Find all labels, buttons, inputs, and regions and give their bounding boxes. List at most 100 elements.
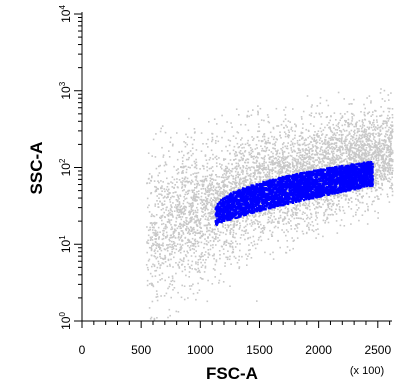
- gray-point: [375, 157, 378, 160]
- gray-point: [214, 156, 216, 159]
- gray-point: [257, 113, 259, 116]
- gray-point: [248, 253, 251, 255]
- gray-point: [357, 198, 359, 201]
- gray-point: [337, 195, 339, 198]
- gray-point: [333, 148, 336, 150]
- gray-point: [323, 155, 325, 157]
- gray-point: [308, 202, 310, 205]
- gray-point: [202, 278, 204, 280]
- gray-point: [176, 181, 178, 183]
- gray-point: [213, 253, 215, 255]
- gray-point: [168, 276, 170, 279]
- gray-point: [177, 236, 180, 238]
- gray-point: [236, 167, 238, 170]
- gray-point: [386, 149, 388, 151]
- gray-point: [204, 238, 206, 240]
- gray-point: [384, 170, 387, 172]
- gray-point: [195, 179, 197, 181]
- gray-point: [228, 181, 230, 183]
- gray-point: [338, 157, 340, 159]
- gray-point: [344, 138, 347, 141]
- gray-point: [248, 175, 251, 177]
- gray-point: [271, 159, 273, 162]
- gray-point: [243, 146, 245, 149]
- gray-point: [388, 126, 390, 129]
- gray-point: [253, 240, 255, 243]
- gray-point: [371, 133, 374, 135]
- gray-point: [203, 254, 206, 256]
- gray-point: [280, 148, 282, 150]
- gray-point: [383, 167, 386, 169]
- gray-point: [175, 204, 177, 206]
- gray-point: [316, 141, 319, 143]
- gray-point: [213, 216, 215, 219]
- gray-point: [375, 169, 378, 171]
- gray-point: [281, 170, 283, 172]
- gray-point: [254, 171, 256, 173]
- gray-point: [315, 215, 318, 217]
- gray-point: [193, 192, 196, 194]
- gray-point: [222, 191, 225, 194]
- gray-point: [372, 111, 374, 113]
- gray-point: [208, 233, 211, 236]
- gray-point: [349, 151, 351, 153]
- gray-point: [169, 263, 171, 266]
- gray-point: [204, 233, 206, 236]
- gray-point: [359, 150, 362, 153]
- gray-point: [161, 216, 163, 218]
- gray-point: [199, 223, 201, 226]
- gray-point: [336, 204, 338, 207]
- gray-point: [309, 148, 311, 151]
- gray-point: [157, 226, 160, 229]
- gray-point: [214, 269, 216, 271]
- gray-point: [332, 134, 334, 136]
- gray-point: [157, 281, 159, 283]
- gray-point: [308, 158, 310, 161]
- gray-point: [320, 130, 323, 133]
- gray-point: [361, 152, 364, 154]
- gray-point: [192, 232, 194, 235]
- gray-point: [254, 173, 256, 176]
- gray-point: [189, 150, 192, 152]
- gray-point: [324, 222, 326, 224]
- gray-point: [374, 109, 376, 112]
- gray-point: [159, 267, 161, 269]
- gray-point: [318, 166, 321, 168]
- gray-point: [265, 176, 267, 178]
- gray-point: [291, 237, 293, 239]
- gray-point: [239, 181, 241, 184]
- gray-point: [237, 146, 240, 149]
- gray-point: [340, 117, 343, 119]
- gray-point: [246, 258, 248, 260]
- gray-point: [173, 178, 176, 181]
- gray-point: [391, 131, 393, 134]
- gray-point: [207, 237, 209, 239]
- gray-point: [330, 137, 332, 140]
- gray-point: [348, 157, 350, 160]
- gray-point: [256, 164, 258, 167]
- gray-point: [247, 218, 249, 220]
- gray-point: [308, 149, 310, 152]
- gray-point: [346, 148, 348, 151]
- gray-point: [279, 216, 282, 219]
- gray-point: [166, 226, 168, 229]
- gray-point: [340, 131, 343, 133]
- gray-point: [226, 229, 228, 231]
- gray-point: [319, 142, 321, 145]
- gray-point: [222, 231, 225, 234]
- gray-point: [305, 217, 308, 220]
- gray-point: [207, 256, 209, 259]
- gray-point: [271, 175, 274, 178]
- gray-point: [252, 161, 254, 164]
- gray-point: [386, 117, 388, 120]
- gray-point: [249, 182, 251, 185]
- gray-point: [299, 205, 301, 207]
- gray-point: [381, 188, 384, 191]
- gray-point: [357, 150, 360, 152]
- gray-point: [305, 139, 307, 141]
- gray-point: [302, 160, 305, 163]
- gray-point: [152, 284, 154, 286]
- gray-point: [218, 188, 221, 191]
- gray-point: [183, 298, 186, 301]
- gray-point: [330, 198, 332, 201]
